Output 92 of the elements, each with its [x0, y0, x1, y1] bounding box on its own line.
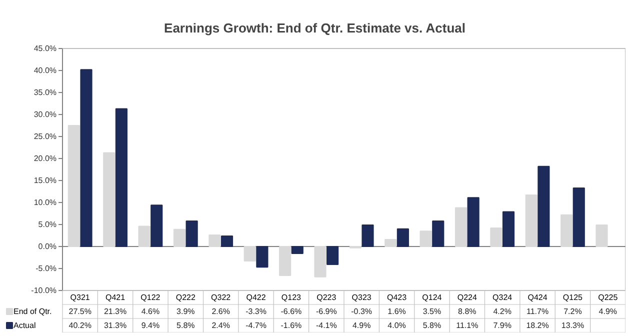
y-tick-label: 10.0% [34, 198, 57, 207]
data-label: -3.3% [246, 307, 266, 316]
data-label: 21.3% [104, 307, 127, 316]
data-label: 4.9% [352, 321, 371, 330]
data-label: -6.6% [280, 307, 302, 316]
bar [420, 230, 432, 247]
data-label: 4.0% [388, 321, 406, 330]
y-tick-label: 45.0% [34, 44, 57, 53]
data-label: 5.8% [422, 321, 442, 330]
data-label: 4.2% [493, 307, 512, 316]
data-label: 7.2% [564, 307, 582, 316]
y-tick-label: 0.0% [38, 242, 56, 251]
bar [220, 235, 234, 247]
data-label: 27.5% [68, 307, 92, 316]
bar [396, 228, 409, 247]
bar [80, 69, 92, 247]
bar [256, 246, 268, 268]
y-tick-label: 20.0% [34, 154, 57, 163]
data-label: -0.3% [351, 307, 372, 316]
y-tick-label: 35.0% [34, 88, 57, 97]
bar [538, 166, 550, 247]
bar [115, 108, 128, 247]
data-label: 40.2% [68, 321, 92, 330]
data-label: 3.9% [176, 307, 195, 316]
x-tick-label: Q123 [281, 293, 302, 302]
data-label: 1.6% [388, 307, 406, 316]
bar [326, 246, 339, 266]
bar [490, 228, 502, 247]
bar [314, 246, 326, 278]
data-label: 2.6% [212, 307, 230, 316]
x-tick-label: Q124 [422, 293, 442, 302]
y-tick-label: 40.0% [34, 66, 57, 75]
data-label: 3.5% [422, 307, 442, 316]
data-label: -4.7% [246, 321, 266, 330]
bar [244, 246, 256, 262]
data-label: 18.2% [526, 321, 549, 330]
x-tick-label: Q225 [598, 293, 618, 302]
y-tick-label: 25.0% [34, 132, 57, 141]
x-tick-label: Q324 [492, 293, 513, 302]
x-tick-label: Q322 [211, 293, 232, 302]
x-tick-label: Q421 [105, 293, 126, 302]
data-label: -4.1% [316, 321, 337, 330]
x-tick-label: Q422 [246, 293, 266, 302]
bar [596, 224, 608, 247]
bar [362, 224, 374, 247]
y-tick-label: 15.0% [34, 176, 57, 185]
x-tick-label: Q323 [352, 293, 372, 302]
data-label: 9.4% [141, 321, 160, 330]
bar [384, 238, 397, 247]
bar [173, 228, 186, 247]
data-label: 11.1% [456, 321, 478, 330]
y-tick-label: -5.0% [36, 264, 57, 273]
data-label: 31.3% [104, 321, 127, 330]
y-tick-label: 30.0% [34, 110, 57, 119]
data-label: 13.3% [561, 321, 584, 330]
x-tick-label: Q122 [140, 293, 161, 302]
x-tick-label: Q125 [562, 293, 584, 302]
data-label: 4.6% [141, 307, 160, 316]
bar [432, 220, 444, 247]
data-label: 4.9% [598, 307, 618, 316]
bar [291, 246, 304, 254]
x-tick-label: Q224 [457, 293, 478, 302]
bar [525, 194, 538, 247]
bar [572, 187, 585, 247]
bar [279, 246, 292, 276]
bar [560, 214, 573, 247]
bar [68, 125, 80, 247]
x-tick-label: Q222 [176, 293, 196, 302]
bar [150, 204, 163, 247]
bar [502, 211, 515, 247]
bar [186, 220, 198, 247]
x-tick-label: Q321 [70, 293, 90, 302]
x-tick-label: Q423 [386, 293, 408, 302]
x-tick-label: Q424 [528, 293, 548, 302]
bar [103, 152, 116, 247]
data-label: 2.4% [212, 321, 230, 330]
y-tick-label: 5.0% [38, 220, 56, 229]
bar [454, 207, 468, 247]
legend-label: End of Qtr. [14, 307, 52, 316]
data-label: 7.9% [493, 321, 512, 330]
data-label: 11.7% [526, 307, 549, 316]
data-label: -1.6% [280, 321, 302, 330]
data-label: 8.8% [458, 307, 476, 316]
legend-label: Actual [14, 321, 36, 330]
bar [138, 226, 150, 247]
x-tick-label: Q223 [316, 293, 337, 302]
chart-title: Earnings Growth: End of Qtr. Estimate vs. Actual [164, 20, 466, 36]
bar [467, 197, 480, 247]
data-label: -6.9% [316, 307, 337, 316]
data-label: 5.8% [176, 321, 195, 330]
bar [208, 234, 221, 247]
y-tick-label: -10.0% [31, 286, 57, 295]
